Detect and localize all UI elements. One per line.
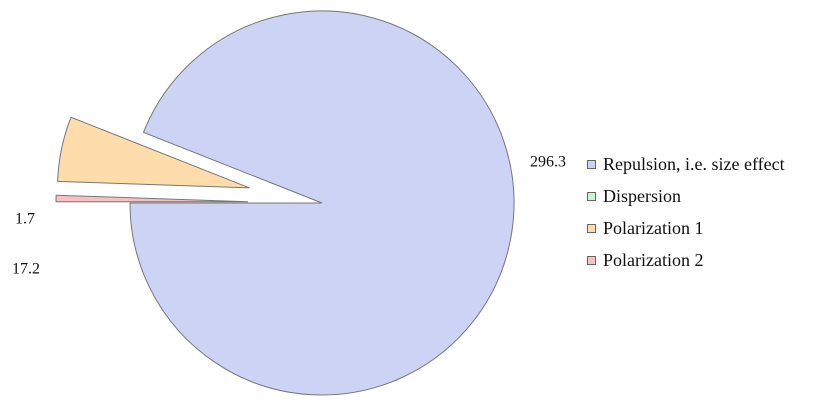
legend-swatch-polarization-2 (587, 255, 596, 265)
pie-slice-polarization-2 (55, 194, 249, 203)
legend-item-dispersion: Dispersion (587, 180, 785, 212)
pie-data-labels: 296.3 17.2 1.7 (12, 154, 566, 278)
legend-label-polarization-2: Polarization 2 (603, 249, 704, 270)
legend-label-polarization-1: Polarization 1 (603, 217, 704, 238)
data-label-polarization-1: 17.2 (12, 261, 40, 278)
legend: Repulsion, i.e. size effect Dispersion P… (587, 148, 785, 276)
legend-item-polarization-1: Polarization 1 (587, 212, 785, 244)
legend-label-dispersion: Dispersion (603, 185, 681, 206)
legend-item-repulsion: Repulsion, i.e. size effect (587, 148, 785, 180)
data-label-repulsion-i-e-size-effect: 296.3 (530, 154, 566, 171)
pie-slice-polarization-1 (57, 116, 250, 189)
legend-swatch-repulsion (587, 159, 596, 169)
legend-swatch-polarization-1 (587, 223, 596, 233)
legend-item-polarization-2: Polarization 2 (587, 244, 785, 276)
legend-label-repulsion: Repulsion, i.e. size effect (603, 153, 785, 174)
pie-slice-repulsion-i-e-size-effect (129, 10, 515, 396)
data-label-polarization-2: 1.7 (15, 211, 35, 228)
legend-swatch-dispersion (587, 191, 596, 201)
pie-slices (55, 10, 515, 396)
